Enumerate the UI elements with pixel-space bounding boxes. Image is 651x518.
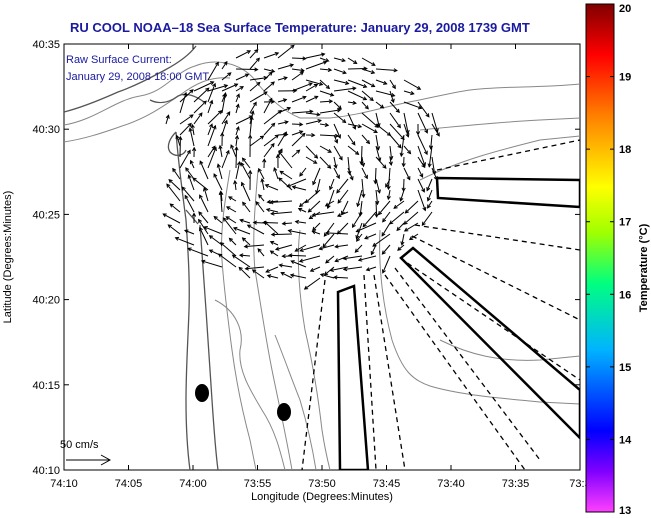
scale-label: 50 cm/s [60,439,99,451]
bathymetry-contour [64,61,580,126]
x-tick-label: 73:40 [437,478,465,490]
radar-sector-polygon [336,284,370,470]
x-tick-label: 73:35 [502,478,530,490]
colorbar-tick-label: 15 [619,362,631,374]
bathymetry-contour [214,299,286,470]
radar-sector-polygon [435,176,580,209]
x-tick-label: 73:45 [373,478,401,490]
radar-beam-lines [301,139,580,470]
coastline [199,224,219,470]
x-tick-label: 73:3 [569,478,590,490]
x-axis-ticks: 74:10 74:05 74:00 73:55 73:50 73:45 73:40 73:35… [50,44,591,490]
coastline [64,45,205,113]
colorbar-tick-label: 16 [619,289,631,301]
coastline [175,131,191,470]
colorbar-tick-label: 13 [619,505,631,517]
y-tick-label: 40:15 [32,380,60,392]
bathymetry-contour [221,169,257,470]
scale-arrow [66,454,112,466]
y-tick-label: 40:20 [32,295,60,307]
bathymetry-contour [297,229,331,470]
current-vector-field [162,44,440,290]
annotation-line-1: Raw Surface Current: [66,54,172,66]
coastline [167,131,199,225]
x-tick-label: 74:00 [179,478,207,490]
colorbar-label: Temperature (°C) [638,223,650,312]
bathymetry-contour [274,334,317,470]
y-tick-label: 40:35 [32,39,60,51]
colorbar-tick-label: 17 [619,217,631,229]
x-tick-label: 74:05 [115,478,143,490]
colorbar-tick-label: 20 [619,3,631,15]
map-layer [64,44,580,470]
y-tick-label: 40:10 [32,465,60,477]
x-tick-label: 74:10 [50,478,78,490]
x-axis-label: Longitude (Degrees:Minutes) [251,491,393,503]
y-tick-label: 40:25 [32,209,60,221]
bathymetry-contour [64,77,231,143]
annotation-line-2: January 29, 2008 18:00 GMT [66,71,209,83]
plot-area [63,43,581,471]
colorbar-ticks: 20 19 18 17 16 15 14 13 [586,3,632,517]
colorbar-tick-label: 14 [619,434,632,446]
colorbar-tick-label: 18 [619,144,631,156]
station-marker [277,403,291,421]
y-axis-label: Latitude (Degrees:Minutes) [2,191,14,324]
x-tick-label: 73:50 [308,478,336,490]
radar-sector-polygon [399,246,580,440]
y-axis-ticks: 40:35 40:30 40:25 40:20 40:15 40:10 [32,39,580,477]
station-marker [195,384,209,402]
x-tick-label: 73:55 [244,478,272,490]
colorbar-tick-label: 19 [619,72,631,84]
bathymetry-contour [439,339,580,361]
chart-title: RU COOL NOAA–18 Sea Surface Temperature:… [70,20,530,35]
y-tick-label: 40:30 [32,124,60,136]
colorbar [585,3,615,513]
